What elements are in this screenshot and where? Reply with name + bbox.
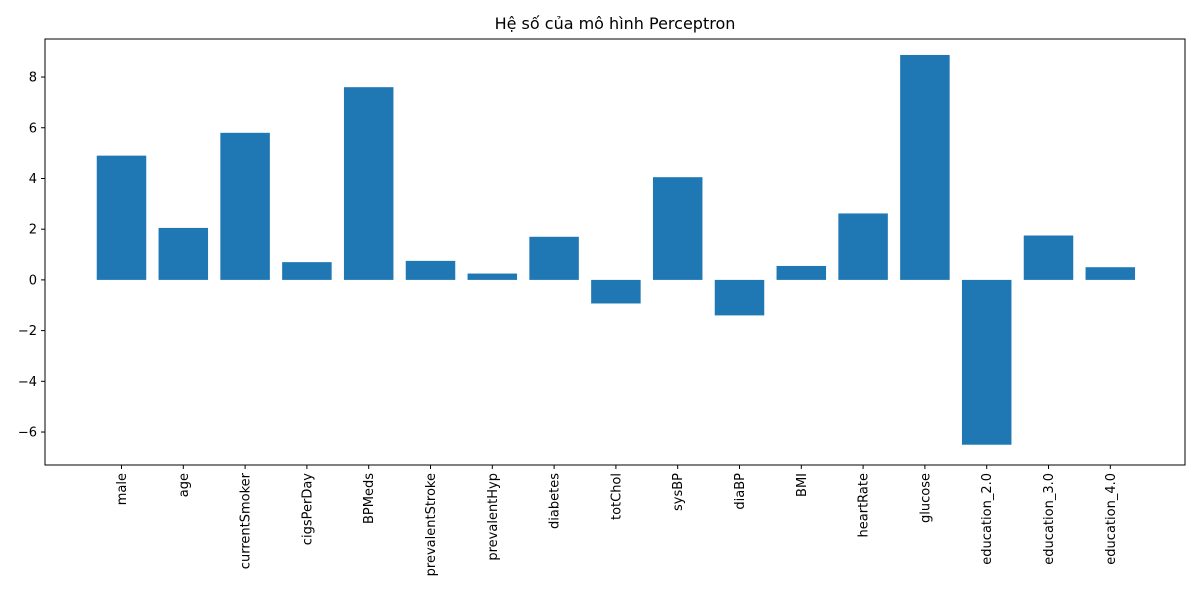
x-tick-label-prevalentStroke: prevalentStroke (424, 473, 439, 576)
y-tick-label: −6 (18, 426, 37, 441)
x-tick-label-diabetes: diabetes (548, 473, 563, 529)
bar-age (158, 227, 209, 280)
bar-education_3.0 (1023, 235, 1074, 280)
y-tick-label: 8 (29, 71, 37, 86)
bar-education_4.0 (1085, 267, 1136, 280)
bar-prevalentHyp (467, 273, 518, 280)
x-tick-label-totChol: totChol (609, 473, 624, 520)
bar-diabetes (529, 236, 579, 280)
x-tick-label-BPMeds: BPMeds (362, 473, 377, 524)
plot-frame (44, 38, 1186, 466)
x-tick-label-cigsPerDay: cigsPerDay (300, 473, 315, 545)
x-tick-label-education_3.0: education_3.0 (1042, 473, 1057, 565)
x-tick-label-glucose: glucose (918, 473, 933, 523)
x-tick-label-BMI: BMI (795, 473, 810, 497)
bar-prevalentStroke (405, 260, 456, 280)
bar-currentSmoker (220, 132, 270, 280)
y-axis: −6 −4 −2 0 2 4 6 8 (18, 71, 45, 441)
chart-title: Hệ số của mô hình Perceptron (495, 14, 736, 33)
bar-BPMeds (343, 87, 394, 280)
x-tick-label-prevalentHyp: prevalentHyp (486, 473, 501, 561)
x-axis: male age currentSmoker cigsPerDay BPMeds prev… (115, 465, 1119, 576)
bar-glucose (900, 54, 950, 280)
bar-BMI (776, 265, 827, 280)
y-tick-label: −2 (18, 324, 37, 339)
x-tick-label-sysBP: sysBP (671, 473, 686, 511)
x-tick-label-age: age (177, 473, 192, 497)
x-tick-label-male: male (115, 473, 130, 505)
bar-diaBP (714, 279, 765, 316)
y-tick-label: 2 (29, 223, 37, 238)
y-tick-label: −4 (18, 375, 37, 390)
bar-heartRate (838, 213, 888, 280)
bar-totChol (591, 279, 641, 304)
x-tick-label-education_4.0: education_4.0 (1104, 473, 1119, 565)
y-tick-label: 0 (29, 273, 37, 288)
x-tick-label-heartRate: heartRate (857, 473, 872, 537)
x-tick-label-education_2.0: education_2.0 (980, 473, 995, 565)
bar-male (96, 155, 147, 280)
bars-group (96, 54, 1136, 445)
bar-sysBP (652, 177, 703, 280)
y-tick-label: 4 (29, 172, 37, 187)
x-tick-label-currentSmoker: currentSmoker (239, 472, 254, 569)
y-tick-label: 6 (29, 121, 37, 136)
bar-cigsPerDay (282, 262, 332, 280)
x-tick-label-diaBP: diaBP (733, 473, 748, 510)
bar-education_2.0 (961, 279, 1012, 445)
